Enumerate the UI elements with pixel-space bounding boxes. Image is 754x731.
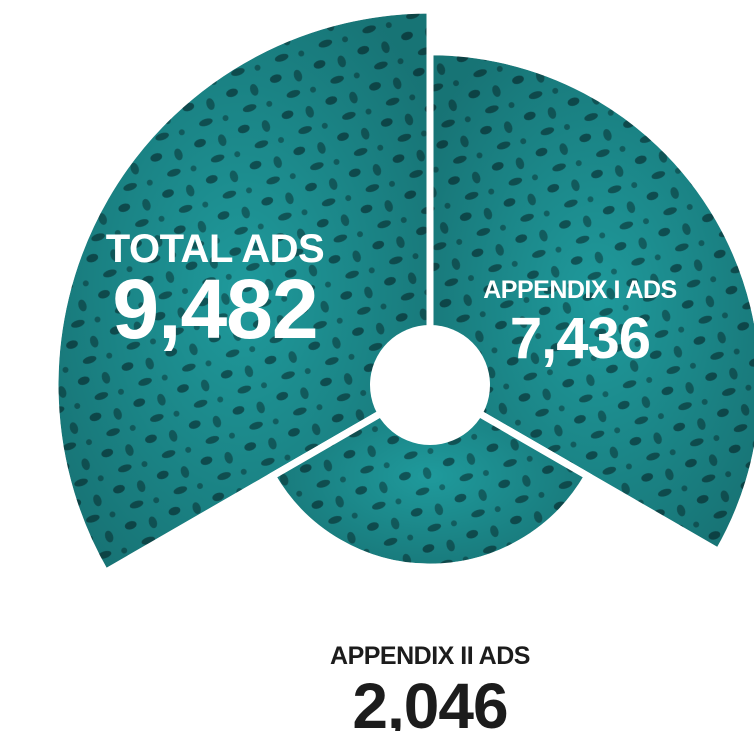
center-hole [370,325,490,445]
value-label: 9,482 [112,262,317,356]
sector-shade [51,6,434,578]
category-label: APPENDIX II ADS [330,642,530,670]
value-label: 2,046 [352,670,507,731]
value-label: 7,436 [510,306,650,371]
sector-shade [267,380,593,571]
category-label: TOTAL ADS [106,227,324,271]
category-label: APPENDIX I ADS [483,276,677,304]
